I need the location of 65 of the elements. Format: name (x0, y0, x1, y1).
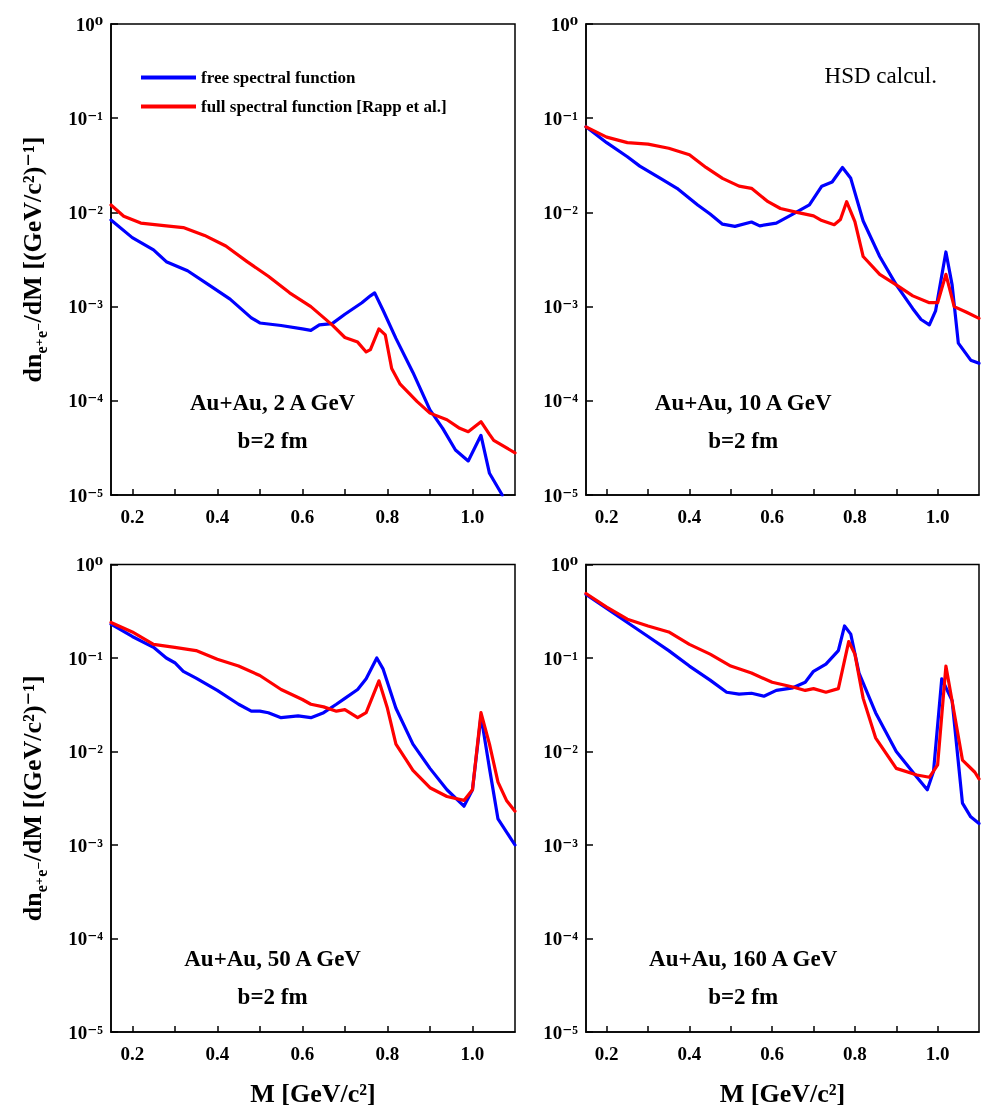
annotation: b=2 fm (237, 428, 308, 454)
x-tick-label: 0.2 (594, 506, 619, 527)
y-tick-label: 10⁻¹ (543, 107, 578, 129)
x-tick-label: 1.0 (460, 506, 485, 527)
legend-label: full spectral function [Rapp et al.] (201, 97, 447, 116)
y-tick-label: 10⁻³ (68, 834, 104, 856)
x-tick-label: 0.6 (760, 1043, 785, 1064)
x-tick-label: 1.0 (925, 506, 950, 527)
annotation: b=2 fm (708, 428, 779, 454)
x-tick-label: 0.8 (843, 1043, 867, 1064)
annotation: Au+Au, 2 A GeV (190, 390, 356, 416)
y-tick-label: 10⁻⁴ (68, 390, 104, 412)
y-tick-label: 10⁻³ (68, 296, 104, 318)
x-tick-label: 0.4 (677, 1043, 702, 1064)
x-tick-label: 0.2 (120, 506, 145, 527)
x-tick-label: 0.6 (290, 1043, 315, 1064)
y-tick-label: 10⁻³ (543, 296, 579, 318)
x-tick-label: 0.8 (375, 1043, 400, 1064)
y-tick-label: 10⁻⁵ (543, 484, 579, 506)
x-tick-label: 0.8 (843, 506, 867, 527)
x-axis-title: M [GeV/c²] (719, 1078, 846, 1108)
line-series (584, 591, 981, 781)
x-tick-label: 0.2 (120, 1043, 145, 1064)
y-tick-label: 10⁻⁴ (68, 928, 104, 949)
x-tick-label: 0.6 (290, 506, 315, 527)
line-series (584, 125, 981, 320)
line-series (109, 218, 504, 497)
x-tick-label: 0.2 (594, 1043, 619, 1064)
x-axis-title: M [GeV/c²] (250, 1078, 376, 1108)
y-tick-label: 10⁻¹ (68, 107, 103, 129)
y-tick-label: 10⁻⁵ (68, 484, 104, 506)
x-tick-label: 0.4 (205, 506, 230, 527)
y-tick-label: 10⁻⁵ (68, 1021, 104, 1043)
y-tick-label: 10⁻² (543, 201, 579, 223)
x-tick-label: 0.4 (205, 1043, 230, 1064)
y-tick-label: 10⁰ (550, 554, 578, 575)
y-tick-label: 10⁰ (550, 13, 578, 35)
annotation: Au+Au, 10 A GeV (654, 390, 832, 416)
annotation: b=2 fm (237, 983, 308, 1009)
annotation: b=2 fm (708, 983, 779, 1009)
y-tick-label: 10⁻² (68, 741, 104, 762)
y-tick-label: 10⁰ (75, 554, 103, 575)
x-tick-label: 0.8 (375, 506, 400, 527)
y-tick-label: 10⁻³ (543, 834, 579, 856)
x-tick-label: 1.0 (925, 1043, 950, 1064)
line-series (109, 620, 517, 813)
y-tick-label: 10⁰ (75, 13, 103, 35)
line-series (109, 203, 517, 455)
annotation: Au+Au, 50 A GeV (184, 945, 362, 971)
line-series (584, 125, 981, 365)
annotation: Au+Au, 160 A GeV (649, 945, 838, 971)
y-tick-label: 10⁻² (543, 741, 579, 762)
x-tick-label: 0.4 (677, 506, 702, 527)
y-tick-label: 10⁻⁵ (543, 1021, 579, 1043)
legend-label: free spectral function (201, 68, 357, 87)
y-axis-title: dne⁺e⁻/dM [(GeV/c²)⁻¹] (17, 136, 50, 383)
y-tick-label: 10⁻¹ (68, 647, 103, 669)
y-tick-label: 10⁻² (68, 201, 104, 223)
annotation: HSD calcul. (824, 63, 937, 88)
y-tick-label: 10⁻⁴ (543, 390, 579, 412)
y-tick-label: 10⁻¹ (543, 647, 578, 669)
y-tick-label: 10⁻⁴ (543, 928, 579, 949)
x-tick-label: 0.6 (760, 506, 785, 527)
y-axis-title: dne⁺e⁻/dM [(GeV/c²)⁻¹] (17, 675, 50, 922)
x-tick-label: 1.0 (460, 1043, 485, 1064)
